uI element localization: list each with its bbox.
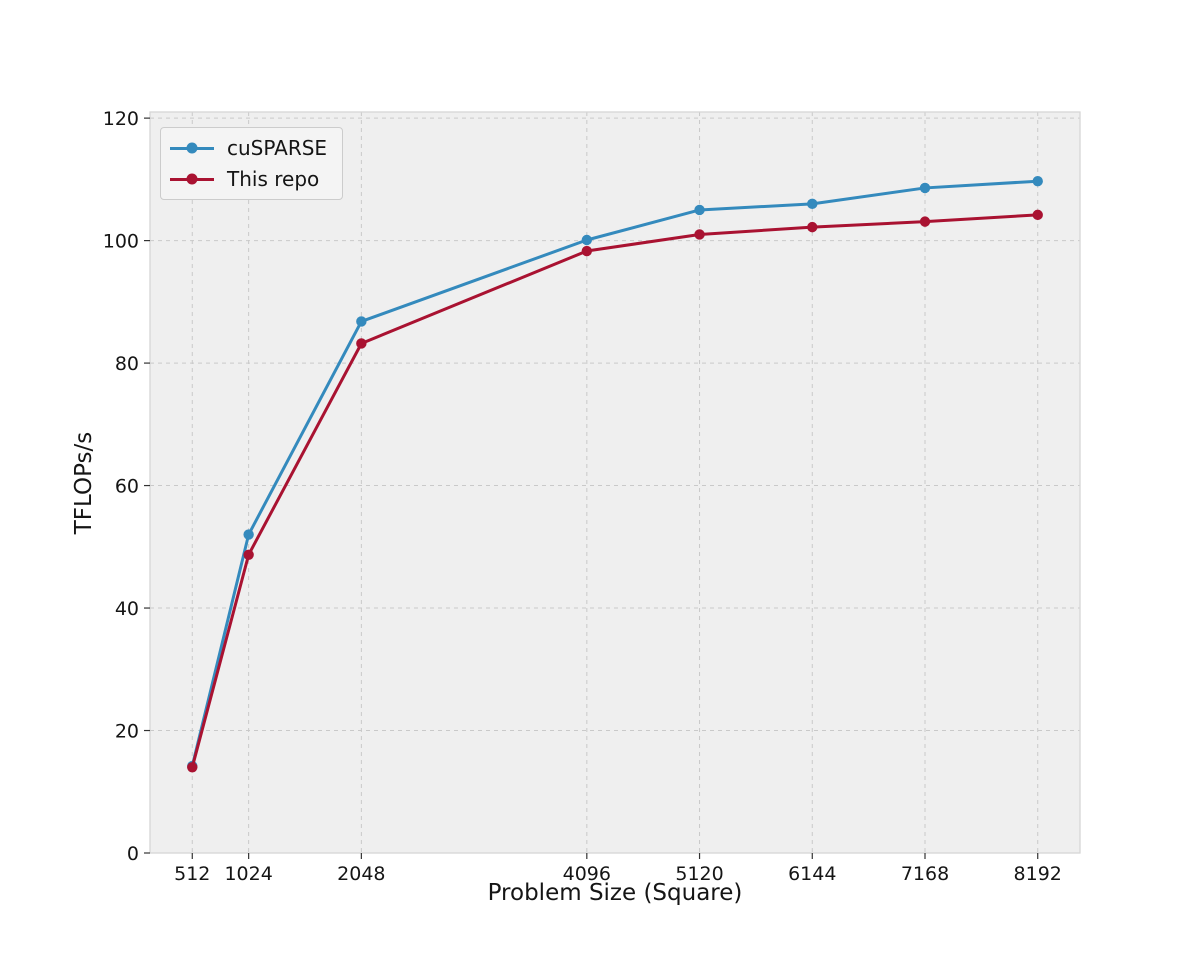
data-point-marker [919,182,931,194]
legend-entry-cusparse: cuSPARSE [170,136,327,160]
data-point-marker [919,216,931,227]
legend-entry-this-repo: This repo [170,167,327,191]
data-point-marker [694,229,705,240]
data-point-marker [243,549,254,560]
data-point-marker [807,198,818,210]
data-point-marker [581,234,593,246]
data-point-marker [694,204,705,216]
x-tick-label: 2048 [337,863,385,885]
series-line [190,179,1040,768]
y-tick-label: 120 [103,108,139,130]
y-tick-label: 60 [115,476,139,498]
y-tick-label: 20 [115,721,139,743]
tick-marks [144,117,1039,859]
x-tick-label: 7168 [901,863,949,885]
x-tick-label: 512 [174,863,210,885]
legend-label-cusparse: cuSPARSE [227,136,328,160]
tick-labels: 512 1024 2048 4096 5120 6144 7168 8192 0 20 40 60 80… [103,108,1062,885]
data-point-marker [243,529,254,540]
x-tick-label: 8192 [1014,863,1062,885]
plot-area [150,112,1080,853]
series-this-repo [187,209,1043,773]
x-tick-label: 4096 [563,863,611,885]
x-tick-label: 6144 [788,863,836,885]
legend-line-marker-icon [170,142,214,154]
data-point-marker [807,221,818,233]
y-axis-label: TFLOPs/s [71,431,97,535]
y-tick-label: 80 [115,353,139,375]
data-point-marker [187,762,198,773]
y-tick-label: 0 [127,843,139,865]
data-point-marker [356,338,367,349]
axes-frame [149,111,1081,854]
data-point-marker [356,316,367,327]
y-tick-label: 100 [103,231,139,253]
x-tick-label: 5120 [675,863,723,885]
x-tick-label: 1024 [224,863,272,885]
legend-line-marker-icon [170,173,214,185]
data-point-marker [1032,176,1043,187]
y-tick-label: 40 [115,598,139,620]
legend-label-this-repo: This repo [227,167,320,191]
legend-dot-icon [186,142,198,154]
data-point-marker [1032,209,1043,221]
x-axis-label: Problem Size (Square) [487,880,743,906]
legend: cuSPARSE This repo [160,127,344,200]
series-line [190,213,1040,769]
legend-dot-icon [186,173,198,185]
data-point-marker [581,245,593,257]
